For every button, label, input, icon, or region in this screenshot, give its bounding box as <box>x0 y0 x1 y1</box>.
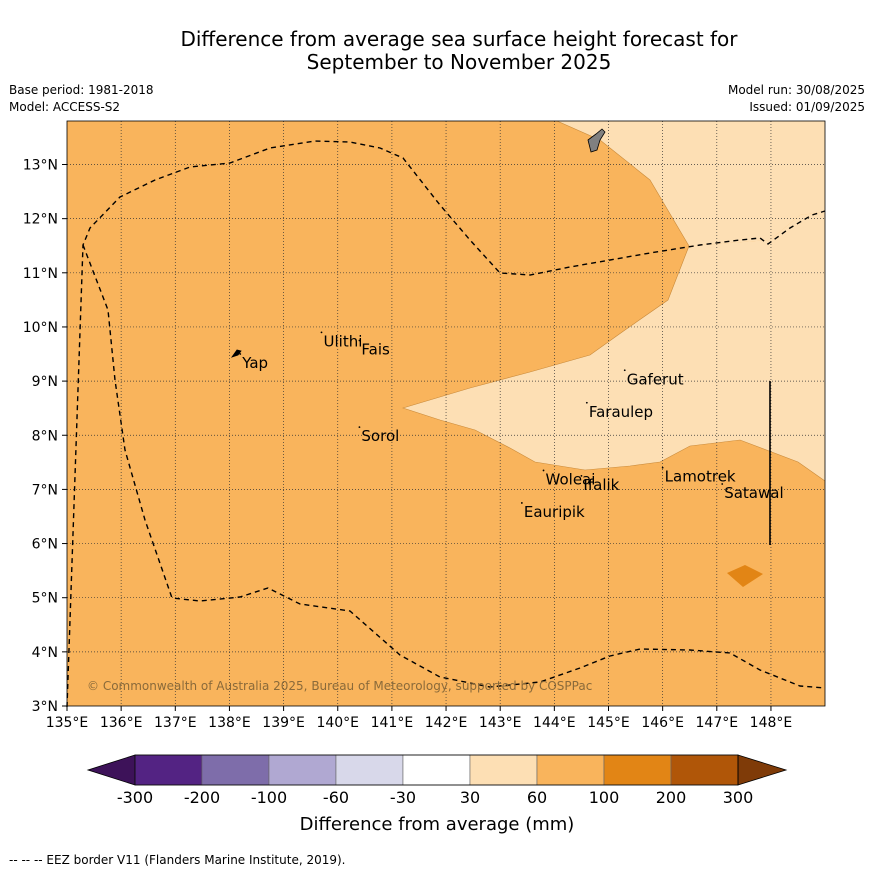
y-tick-label: 13°N <box>23 158 58 174</box>
colorbar-tick-label: 30 <box>460 788 480 807</box>
place-marker <box>320 331 323 334</box>
place-label: Ifalik <box>583 476 619 494</box>
title-line-1: Difference from average sea surface heig… <box>180 27 738 51</box>
x-tick-label: 136°E <box>100 715 143 731</box>
place-marker <box>239 353 242 355</box>
place-label: Lamotrek <box>665 468 736 486</box>
colorbar-segment <box>402 754 471 786</box>
y-tick-label: 10°N <box>23 320 58 336</box>
shading-100-200-patch <box>727 565 763 587</box>
x-tick-label: 138°E <box>208 715 251 731</box>
colorbar-segment <box>536 754 605 786</box>
y-tick-label: 8°N <box>32 428 58 444</box>
eez-border <box>66 140 826 708</box>
colorbar-segment <box>603 754 672 786</box>
colorbar-segment <box>268 754 337 786</box>
colorbar-segment <box>335 754 404 786</box>
y-tick-label: 12°N <box>23 212 58 228</box>
x-tick-label: 144°E <box>533 715 576 731</box>
y-tick-label: 9°N <box>32 374 58 390</box>
x-tick-label: 137°E <box>154 715 197 731</box>
place-labels: Yap Ulithi Fais Sorol Gaferut Faraulep Lamotre… <box>239 331 784 521</box>
eez-border-west <box>82 244 826 689</box>
colorbar-tick-label: -200 <box>184 788 220 807</box>
contour-line <box>401 121 825 482</box>
shading-30-60-central <box>403 212 825 481</box>
place-label: Yap <box>241 354 268 372</box>
model-run: Model run: 30/08/2025 <box>727 83 865 97</box>
x-tick-label: 148°E <box>750 715 793 731</box>
model-name: Model: ACCESS-S2 <box>9 100 121 114</box>
place-label: Satawal <box>724 484 783 502</box>
place-label: Woleai <box>546 470 596 488</box>
y-tick-label: 7°N <box>32 482 58 498</box>
place-marker <box>661 466 664 469</box>
colorbar-tick-label: -300 <box>117 788 153 807</box>
place-label: Gaferut <box>627 370 684 388</box>
title-line-2: September to November 2025 <box>306 50 612 74</box>
copyright-text: © Commonwealth of Australia 2025, Bureau… <box>87 679 592 693</box>
place-label: Ulithi <box>324 332 363 350</box>
place-label: Fais <box>361 340 390 358</box>
place-label: Faraulep <box>589 403 653 421</box>
x-tick-label: 143°E <box>479 715 522 731</box>
x-tick-label: 145°E <box>587 715 630 731</box>
place-marker <box>520 502 523 504</box>
colorbar-tick-label: 60 <box>527 788 547 807</box>
eez-legend: -- -- -- EEZ border V11 (Flanders Marine… <box>9 853 346 867</box>
x-tick-label: 140°E <box>316 715 359 731</box>
colorbar-tick-label: 200 <box>656 788 687 807</box>
x-tick-label: 139°E <box>262 715 305 731</box>
colorbar-extend-low <box>86 754 136 786</box>
place-marker <box>358 339 361 342</box>
colorbar-label: Difference from average (mm) <box>300 814 575 835</box>
y-tick-label: 6°N <box>32 537 58 553</box>
colorbar-segment <box>134 754 203 786</box>
place-marker <box>623 369 626 372</box>
colorbar-segment <box>469 754 538 786</box>
yap-island <box>230 349 242 358</box>
y-tick-label: 3°N <box>32 699 58 715</box>
x-tick-label: 142°E <box>425 715 468 731</box>
y-axis: 3°N 4°N 5°N 6°N 7°N 8°N 9°N 10°N 11°N 12°N 13°N <box>23 158 67 715</box>
place-label: Eauripik <box>524 503 585 521</box>
place-marker <box>721 483 724 485</box>
x-tick-label: 146°E <box>641 715 684 731</box>
colorbar-extend-high <box>737 754 788 786</box>
colorbar-tick-label: 100 <box>589 788 620 807</box>
colorbar-tick-label: -100 <box>251 788 287 807</box>
colorbar-segment <box>670 754 739 786</box>
base-period: Base period: 1981-2018 <box>9 83 154 97</box>
colorbar-tick-label: -30 <box>390 788 416 807</box>
colorbar-tick-label: -60 <box>323 788 349 807</box>
place-marker <box>542 469 545 472</box>
gridlines <box>67 121 825 706</box>
colorbar-tick-label: 300 <box>723 788 754 807</box>
issued-date: Issued: 01/09/2025 <box>749 100 865 114</box>
place-marker <box>580 474 583 477</box>
x-tick-label: 141°E <box>371 715 414 731</box>
y-tick-label: 11°N <box>23 266 58 282</box>
place-marker <box>585 401 588 404</box>
shading-30-60-northeast <box>557 121 825 246</box>
place-label: Sorol <box>361 427 399 445</box>
colorbar-segment <box>201 754 270 786</box>
x-tick-label: 135°E <box>46 715 89 731</box>
x-tick-label: 147°E <box>696 715 739 731</box>
meta-left: Base period: 1981-2018 Model: ACCESS-S2 <box>9 82 154 116</box>
colorbar-frame <box>134 754 739 786</box>
meta-right: Model run: 30/08/2025 Issued: 01/09/2025 <box>728 82 865 116</box>
map-title: Difference from average sea surface heig… <box>0 28 873 74</box>
y-tick-label: 4°N <box>32 645 58 661</box>
place-marker <box>358 426 361 429</box>
x-axis: 135°E 136°E 137°E 138°E 139°E 140°E 141°E 142°E… <box>46 706 793 731</box>
guam-island <box>587 128 606 153</box>
y-tick-label: 5°N <box>32 591 58 607</box>
colorbar: -300 -200 -100 -60 -30 30 60 100 200 300 <box>86 754 788 807</box>
